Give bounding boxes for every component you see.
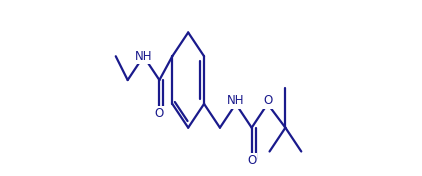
Text: NH: NH bbox=[227, 94, 245, 107]
Text: O: O bbox=[155, 107, 164, 120]
Text: NH: NH bbox=[135, 50, 152, 63]
Text: O: O bbox=[247, 154, 256, 167]
Text: O: O bbox=[263, 94, 272, 107]
